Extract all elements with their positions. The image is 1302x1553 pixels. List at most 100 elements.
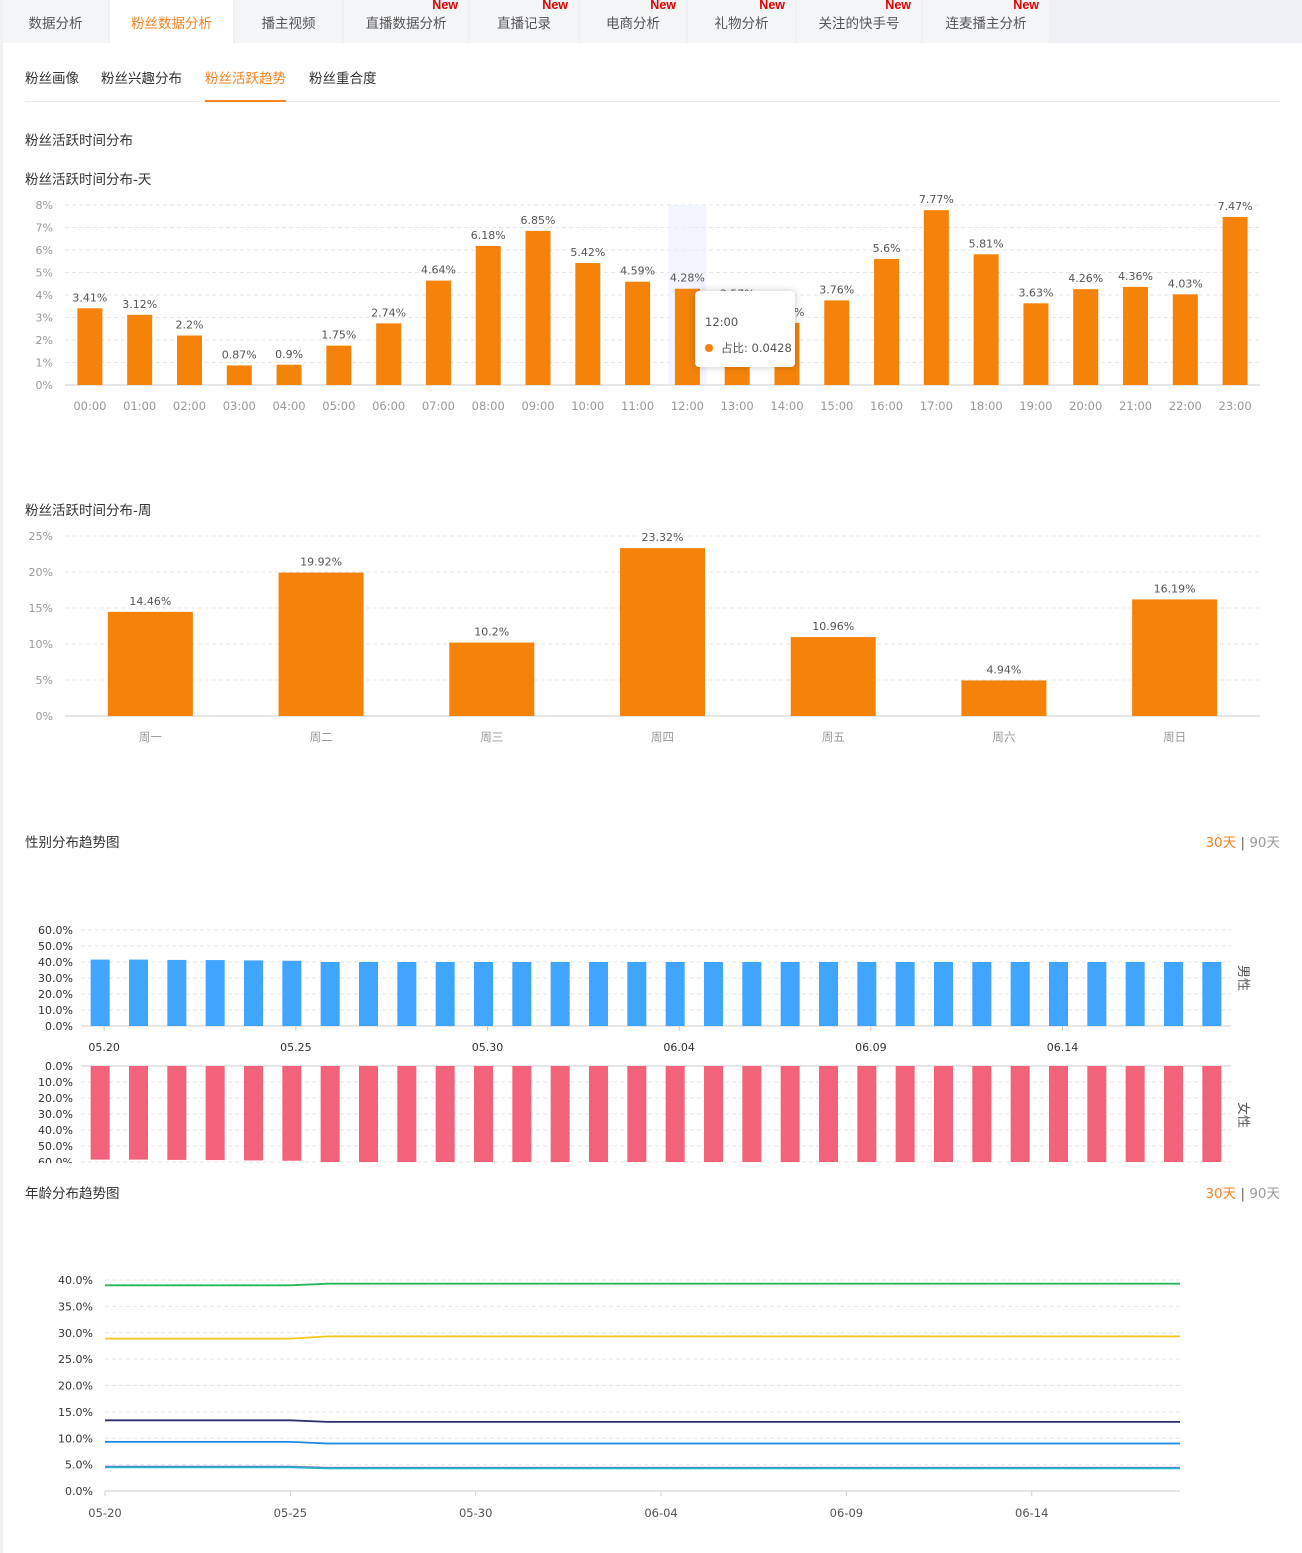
gender-range-90[interactable]: 90天 xyxy=(1249,835,1280,851)
top-tab-1[interactable]: 粉丝数据分析 xyxy=(110,0,233,43)
bar-female[interactable] xyxy=(934,1066,953,1162)
series-line-25-30[interactable] xyxy=(105,1335,1180,1340)
bar-female[interactable] xyxy=(627,1066,647,1162)
bar-female[interactable] xyxy=(742,1066,762,1162)
bar[interactable] xyxy=(376,323,402,385)
bar-male[interactable] xyxy=(435,962,455,1026)
age-range-30[interactable]: 30天 xyxy=(1205,1186,1237,1202)
bar-female[interactable] xyxy=(1125,1066,1145,1162)
bar-female[interactable] xyxy=(1087,1066,1107,1162)
bar-male[interactable] xyxy=(665,962,685,1026)
bar[interactable] xyxy=(824,300,850,385)
bar[interactable] xyxy=(1123,286,1149,385)
gender-range-30[interactable]: 30天 xyxy=(1205,835,1237,851)
bar-female[interactable] xyxy=(1010,1066,1030,1162)
bar-male[interactable] xyxy=(205,960,225,1026)
bar[interactable] xyxy=(923,210,949,385)
bar[interactable] xyxy=(77,308,103,385)
top-tab-5[interactable]: 电商分析 New xyxy=(580,0,686,43)
bar-female[interactable] xyxy=(435,1066,455,1162)
sub-tab-3[interactable]: 粉丝重合度 xyxy=(309,71,377,87)
bar-male[interactable] xyxy=(589,962,608,1026)
bar-male[interactable] xyxy=(1125,962,1145,1026)
bar-male[interactable] xyxy=(474,962,493,1026)
bar-male[interactable] xyxy=(934,962,953,1026)
bar-female[interactable] xyxy=(129,1066,148,1160)
bar-male[interactable] xyxy=(550,962,570,1026)
bar[interactable] xyxy=(278,572,364,716)
bar-female[interactable] xyxy=(167,1066,187,1160)
bar-female[interactable] xyxy=(780,1066,800,1162)
bar[interactable] xyxy=(127,314,153,385)
bar[interactable] xyxy=(525,230,551,385)
bar-male[interactable] xyxy=(1164,962,1183,1026)
top-tab-2[interactable]: 播主视频 xyxy=(235,0,342,43)
bar[interactable] xyxy=(1132,599,1218,716)
bar-male[interactable] xyxy=(780,962,800,1026)
bar[interactable] xyxy=(276,364,302,385)
bar-male[interactable] xyxy=(1087,962,1107,1026)
bar-male[interactable] xyxy=(1049,962,1068,1026)
bar[interactable] xyxy=(961,680,1047,716)
bar-female[interactable] xyxy=(589,1066,608,1162)
bar-male[interactable] xyxy=(512,962,532,1026)
bar-female[interactable] xyxy=(320,1066,340,1162)
series-line-31-35[interactable] xyxy=(105,1419,1180,1423)
bar-male[interactable] xyxy=(742,962,762,1026)
bar-female[interactable] xyxy=(550,1066,570,1162)
bar-male[interactable] xyxy=(857,962,877,1026)
top-tab-8[interactable]: 连麦播主分析 New xyxy=(923,0,1049,43)
series-line-41+[interactable] xyxy=(105,1466,1180,1470)
bar-male[interactable] xyxy=(397,962,417,1026)
bar-female[interactable] xyxy=(205,1066,225,1161)
top-tab-7[interactable]: 关注的快手号 New xyxy=(797,0,921,43)
bar[interactable] xyxy=(1172,294,1198,385)
bar[interactable] xyxy=(575,263,601,385)
bar[interactable] xyxy=(226,365,252,385)
bar-female[interactable] xyxy=(665,1066,685,1162)
bar-female[interactable] xyxy=(972,1066,992,1162)
bar[interactable] xyxy=(790,637,876,716)
bar-male[interactable] xyxy=(704,962,723,1026)
bar-female[interactable] xyxy=(282,1066,302,1161)
bar-female[interactable] xyxy=(90,1066,110,1160)
bar-male[interactable] xyxy=(90,959,110,1026)
top-tab-6[interactable]: 礼物分析 New xyxy=(688,0,795,43)
sub-tab-0[interactable]: 粉丝画像 xyxy=(25,71,79,87)
sub-tab-2[interactable]: 粉丝活跃趋势 xyxy=(205,67,286,102)
bar[interactable] xyxy=(973,254,999,385)
bar-female[interactable] xyxy=(474,1066,493,1162)
top-tab-0[interactable]: 数据分析 xyxy=(3,0,108,43)
bar[interactable] xyxy=(625,281,651,385)
bar-male[interactable] xyxy=(895,962,915,1026)
top-tab-3[interactable]: 直播数据分析 New xyxy=(344,0,468,43)
bar[interactable] xyxy=(874,259,900,385)
bar-female[interactable] xyxy=(1202,1066,1222,1162)
bar[interactable] xyxy=(475,245,501,385)
bar-female[interactable] xyxy=(1164,1066,1183,1162)
bar-female[interactable] xyxy=(397,1066,417,1162)
bar-male[interactable] xyxy=(282,960,302,1026)
bar-female[interactable] xyxy=(895,1066,915,1162)
sub-tab-1[interactable]: 粉丝兴趣分布 xyxy=(101,71,182,87)
bar[interactable] xyxy=(1073,289,1099,385)
series-line-18-24[interactable] xyxy=(105,1282,1180,1287)
bar-female[interactable] xyxy=(857,1066,877,1162)
bar-male[interactable] xyxy=(359,962,378,1026)
bar-male[interactable] xyxy=(1202,962,1222,1026)
top-tab-4[interactable]: 直播记录 New xyxy=(470,0,578,43)
bar[interactable] xyxy=(1023,303,1049,385)
bar-male[interactable] xyxy=(972,962,992,1026)
bar[interactable] xyxy=(425,280,451,385)
bar-female[interactable] xyxy=(244,1066,263,1161)
bar-male[interactable] xyxy=(1010,962,1030,1026)
bar[interactable] xyxy=(326,345,352,385)
bar-male[interactable] xyxy=(819,962,838,1026)
bar-male[interactable] xyxy=(129,959,148,1026)
bar-female[interactable] xyxy=(512,1066,532,1162)
bar-female[interactable] xyxy=(819,1066,838,1162)
bar-female[interactable] xyxy=(359,1066,378,1162)
series-line-6-17[interactable] xyxy=(105,1440,1180,1445)
bar[interactable] xyxy=(620,548,705,716)
bar[interactable] xyxy=(107,611,193,716)
